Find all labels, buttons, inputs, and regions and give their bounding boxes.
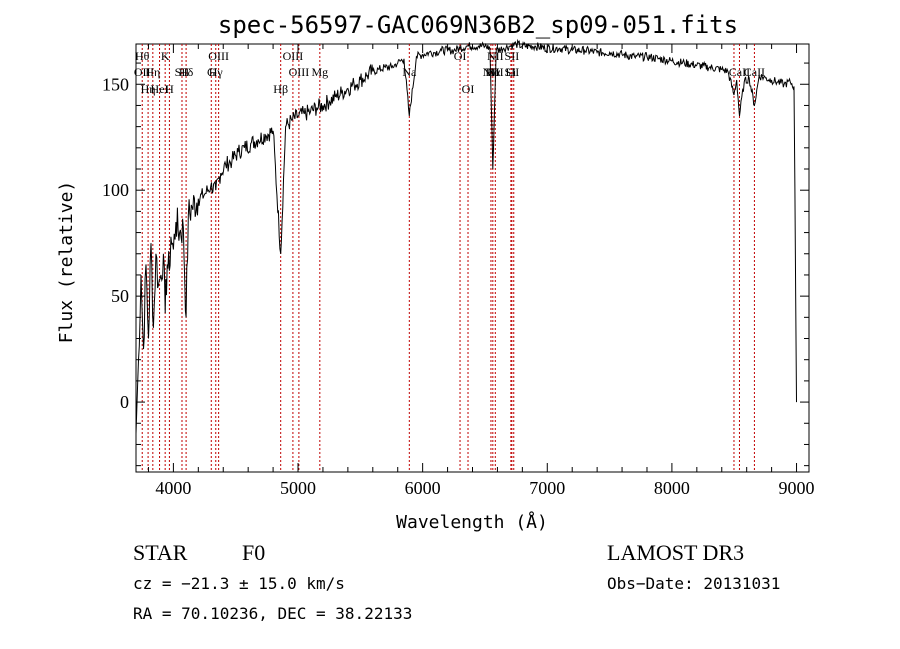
line-label-top-4: K (161, 49, 170, 63)
line-label-top-7: Hδ (179, 65, 194, 79)
line-label-top-9: Hγ (209, 65, 224, 79)
x-tick-label: 8000 (654, 478, 690, 498)
redshift-cz: cz = −21.3 ± 15.0 km/s (133, 574, 345, 593)
spectral-line-markers (141, 44, 755, 472)
observation-date: Obs−Date: 20131031 (607, 574, 780, 593)
y-tick-label: 50 (111, 286, 129, 306)
line-label-bottom-14: Mg (311, 65, 328, 79)
line-label-bottom-11: Hβ (273, 82, 288, 96)
line-label-top-13: OIII (289, 65, 310, 79)
line-label-top-0: Hθ (135, 49, 150, 63)
line-label-top-10: OIII (208, 49, 229, 63)
line-label-bottom-8: G (207, 65, 216, 79)
line-label-bottom-26: CaII (744, 65, 765, 79)
plot-frame (135, 43, 810, 473)
line-label-top-20: NII (487, 49, 504, 63)
line-label-bottom-0: OII (134, 65, 151, 79)
flux-series-line (135, 38, 797, 434)
y-tick-label: 100 (102, 180, 129, 200)
y-tick-labels: 0 50 100 150 (102, 74, 129, 412)
chart-title: spec-56597-GAC069N36B2_sp09-051.fits (218, 11, 738, 39)
line-label-top-12: OIII (283, 49, 304, 63)
line-label-top-21: Li (506, 65, 517, 79)
line-label-top-15: Na (402, 65, 417, 79)
object-class: STAR (133, 540, 188, 565)
x-tick-label: 4000 (155, 478, 191, 498)
y-axis-label: Flux (relative) (56, 181, 77, 344)
y-tick-label: 0 (120, 392, 129, 412)
y-tick-label: 150 (102, 74, 129, 94)
line-label-top-16: OI (454, 49, 467, 63)
x-tick-labels: 4000 5000 6000 7000 8000 9000 (155, 478, 814, 498)
x-tick-label: 9000 (779, 478, 815, 498)
x-tick-label: 6000 (405, 478, 441, 498)
line-label-bottom-1: Hη (141, 82, 156, 96)
axis-ticks (136, 44, 809, 472)
line-label-top-22: SII (505, 49, 520, 63)
line-label-bottom-5: H (165, 82, 174, 96)
line-label-bottom-2: Hη (145, 65, 160, 79)
line-label-top-25: CaII (729, 65, 750, 79)
line-label-top-19: Hα (485, 65, 501, 79)
x-tick-label: 7000 (529, 478, 565, 498)
x-tick-label: 5000 (280, 478, 316, 498)
ra-dec-coordinates: RA = 70.10236, DEC = 38.22133 (133, 604, 412, 623)
line-label-bottom-6: SII (175, 65, 190, 79)
object-subclass: F0 (242, 540, 265, 565)
line-label-bottom-3: HeI (151, 82, 169, 96)
survey-name: LAMOST DR3 (607, 540, 744, 565)
line-label-bottom-17: OI (462, 82, 475, 96)
line-label-bottom-22: SII (505, 65, 520, 79)
x-axis-label: Wavelength (Å) (396, 511, 548, 533)
